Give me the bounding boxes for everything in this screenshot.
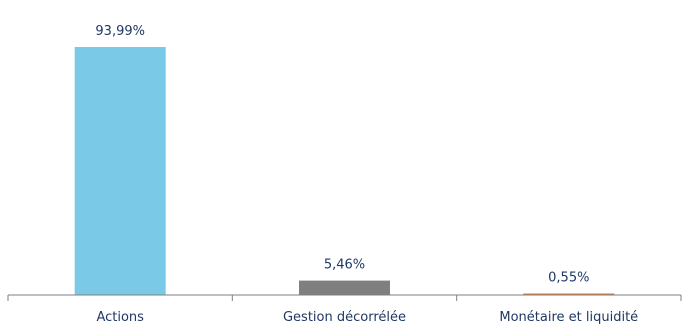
- x-tick-label-2: Gestion décorrélée: [283, 310, 406, 325]
- data-label-2: 5,46%: [324, 258, 365, 273]
- bar-1: [74, 47, 166, 295]
- data-label-3: 0,55%: [548, 271, 589, 286]
- bars-group: [74, 47, 615, 295]
- x-tick-label-1: Actions: [96, 310, 144, 325]
- data-label-1: 93,99%: [95, 24, 145, 39]
- x-tick-label-3: Monétaire et liquidité: [499, 310, 638, 325]
- bar-2: [299, 280, 390, 295]
- bar-3: [523, 293, 615, 295]
- x-tick-labels-group: Actions Gestion décorrélée Monétaire et li…: [96, 310, 638, 325]
- data-labels-group: 93,99% 5,46% 0,55%: [95, 24, 589, 286]
- x-axis: [7, 294, 682, 301]
